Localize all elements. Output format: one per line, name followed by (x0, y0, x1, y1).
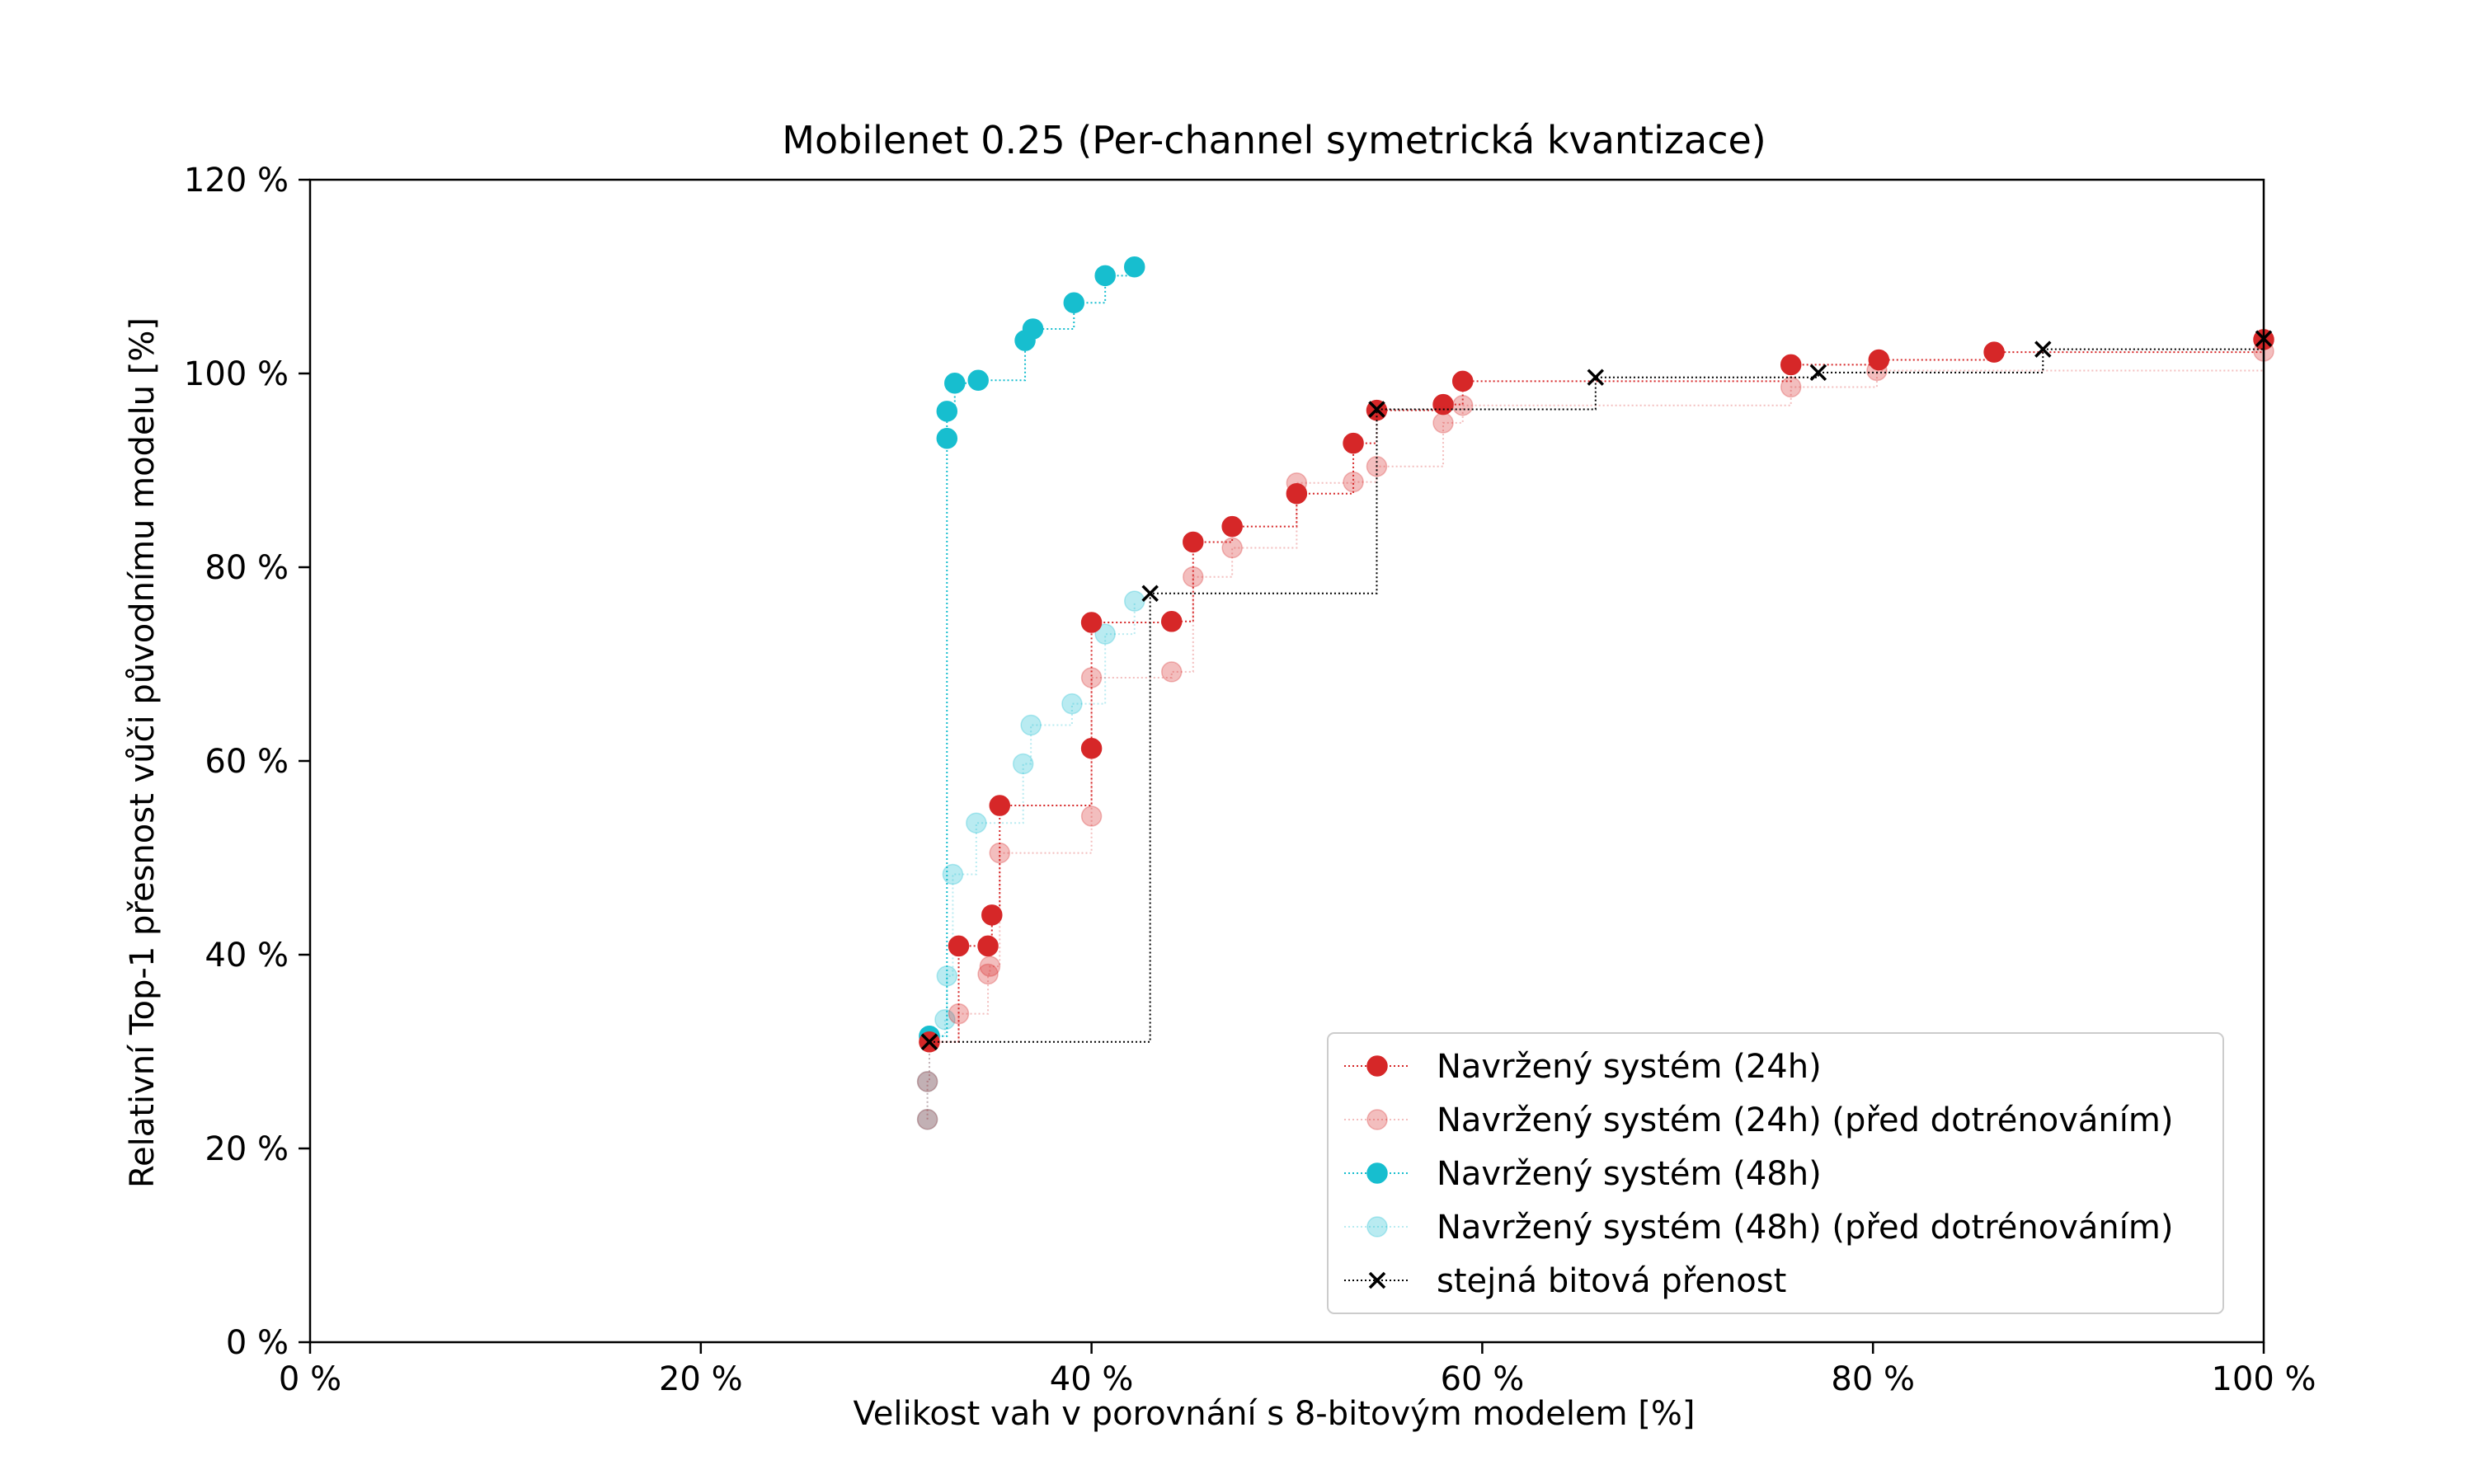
y-axis-label: Relativní Top-1 přesnost vůči původnímu … (124, 317, 162, 1188)
data-point (1080, 612, 1103, 633)
data-point (966, 812, 987, 834)
data-point (1432, 393, 1454, 416)
cross-stroke (1141, 585, 1159, 602)
y-tick-label: 20 % (205, 1130, 289, 1168)
data-point (1183, 531, 1204, 553)
data-point (1286, 482, 1308, 505)
series-step-line (929, 266, 1136, 1037)
data-point (1061, 693, 1083, 715)
series-group (920, 330, 2273, 1050)
data-point (981, 904, 1003, 926)
data-point (1094, 265, 1116, 287)
legend-marker (1366, 1055, 1388, 1077)
data-point (1123, 256, 1145, 278)
x-tick-label: 80 % (1831, 1360, 1915, 1398)
data-point-cross (1587, 369, 1605, 386)
data-point (1221, 515, 1243, 538)
data-point-cross (920, 1033, 938, 1050)
data-point (1080, 737, 1103, 759)
cross-stroke (1368, 401, 1385, 418)
legend-marker (1366, 1109, 1388, 1130)
data-point (916, 1071, 938, 1092)
data-point (916, 1071, 938, 1092)
chart-title: Mobilenet 0.25 (Per-channel symetrická k… (782, 118, 1766, 162)
data-point (1221, 537, 1243, 559)
data-point (1780, 354, 1802, 376)
legend: Navržený systém (24h) Navržený systém (24… (1327, 1032, 2224, 1314)
y-tick-label: 80 % (205, 549, 289, 587)
cross-stroke (1587, 369, 1605, 386)
data-point (989, 795, 1011, 816)
x-tick-label: 60 % (1441, 1360, 1525, 1398)
legend-entry: Navržený systém (48h) (1344, 1155, 1822, 1193)
data-point (1160, 611, 1183, 632)
data-point (1868, 349, 1890, 371)
data-point (934, 1008, 956, 1031)
cross-stroke (2034, 340, 2052, 358)
x-tick-label: 40 % (1050, 1360, 1134, 1398)
data-point (1012, 753, 1034, 775)
x-tick-label: 0 % (279, 1360, 341, 1398)
legend-label: Navržený systém (24h) (před dotrénováním… (1437, 1101, 2173, 1139)
cross-stroke (1809, 364, 1827, 382)
data-point-cross (1809, 364, 1827, 382)
series-group (919, 329, 2274, 1053)
x-tick-label: 100 % (2211, 1360, 2316, 1398)
data-point-cross (1368, 401, 1385, 418)
legend-label: Navržený systém (24h) (1437, 1048, 1822, 1086)
data-point (1780, 376, 1802, 398)
data-point-cross (2034, 340, 2052, 358)
legend-entry: Navržený systém (24h) (1344, 1048, 1822, 1086)
legend-marker (1366, 1162, 1388, 1184)
data-point (1451, 395, 1474, 416)
data-point (1022, 318, 1044, 340)
data-point (1020, 714, 1042, 736)
x-axis-label: Velikost vah v porovnání s 8-bitovým mod… (854, 1395, 1696, 1433)
data-point (936, 427, 958, 449)
data-point (977, 963, 999, 985)
data-point (1451, 370, 1474, 392)
legend-label: Navržený systém (48h) (1437, 1155, 1822, 1193)
data-point (1063, 292, 1085, 313)
legend-label: Navržený systém (48h) (před dotrénováním… (1437, 1209, 2173, 1247)
series-step-line (926, 350, 2265, 1120)
data-point (1080, 805, 1103, 827)
data-point (948, 935, 970, 957)
data-point (942, 863, 964, 885)
data-point (1160, 661, 1183, 683)
y-tick-label: 100 % (184, 355, 289, 393)
legend-marker (1366, 1216, 1388, 1237)
legend-label: stejná bitová přenost (1437, 1262, 1786, 1300)
data-point (967, 369, 989, 391)
data-point (936, 401, 958, 422)
data-point (1983, 341, 2005, 363)
legend-box (1327, 1032, 2224, 1314)
legend-entry: Navržený systém (48h) (před dotrénováním… (1344, 1209, 2173, 1247)
data-point (944, 373, 966, 394)
cross-stroke (920, 1033, 938, 1050)
legend-entry: stejná bitová přenost (1344, 1262, 1786, 1300)
legend-marker-cross (1368, 1271, 1386, 1289)
data-point (1343, 432, 1364, 454)
y-tick-label: 120 % (184, 162, 289, 200)
data-point-cross (1141, 585, 1159, 602)
y-tick-label: 0 % (226, 1324, 289, 1362)
legend-entry: Navržený systém (24h) (před dotrénováním… (1344, 1101, 2173, 1139)
x-tick-label: 20 % (659, 1360, 743, 1398)
data-point (1094, 623, 1116, 645)
cross-stroke (1368, 1271, 1386, 1289)
plot-area (916, 256, 2274, 1130)
data-point (977, 935, 999, 957)
y-tick-label: 40 % (205, 937, 289, 974)
data-point (1123, 590, 1145, 612)
data-point (1432, 412, 1454, 434)
data-point (916, 1109, 938, 1130)
y-tick-label: 60 % (205, 743, 289, 781)
data-point (979, 956, 1001, 977)
axis-ticks: 0 % 20 % 40 % 60 % 80 % 100 % 0 % 20 % 40 % 60 % 8… (184, 162, 2316, 1398)
data-point (916, 1109, 938, 1130)
